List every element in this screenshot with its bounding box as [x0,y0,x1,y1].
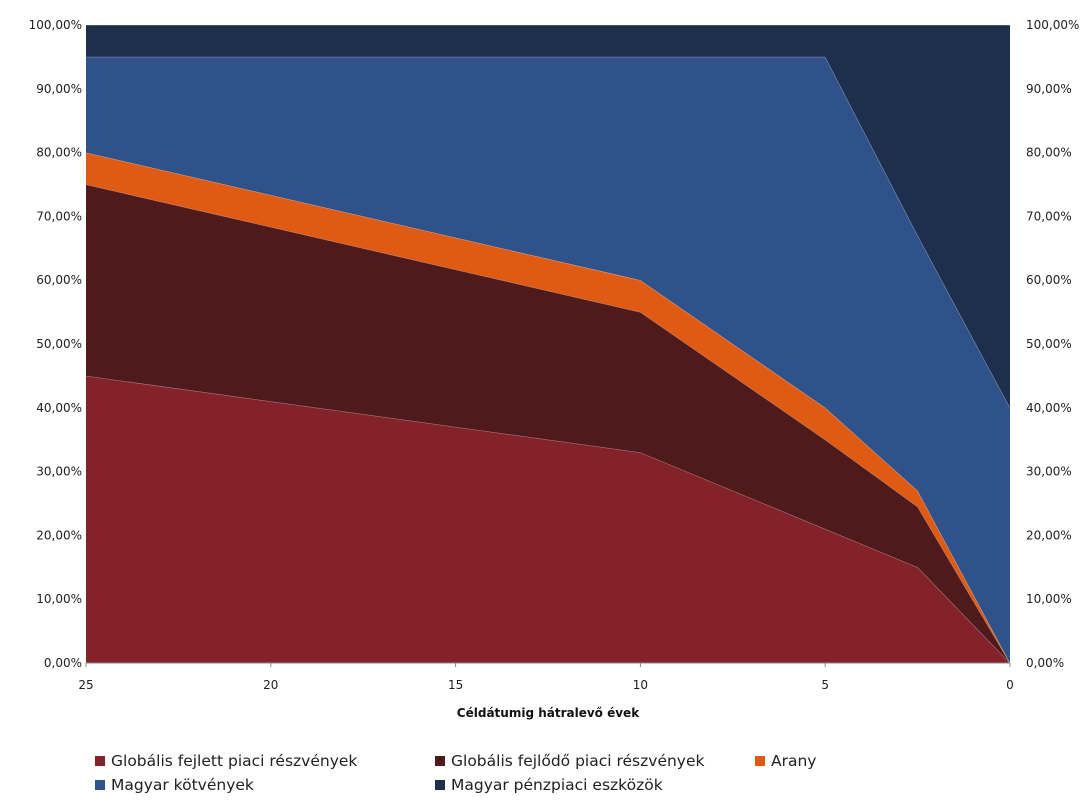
legend-item: Arany [755,752,816,770]
x-tick-label: 25 [78,678,93,692]
x-tick-label: 0 [1006,678,1014,692]
legend-label: Magyar pénzpiaci eszközök [451,776,663,794]
y-tick-label-left: 30,00% [36,465,82,479]
y-tick-label-left: 10,00% [36,592,82,606]
legend-label: Arany [771,752,817,770]
y-tick-label-left: 0,00% [44,656,82,670]
legend-swatch [435,756,445,766]
y-tick-label-right: 50,00% [1026,337,1072,351]
legend-swatch [435,780,445,790]
legend-label: Magyar kötvények [111,776,254,794]
legend-item: Magyar kötvények [95,776,254,794]
y-tick-label-right: 90,00% [1026,82,1072,96]
y-tick-label-left: 20,00% [36,528,82,542]
area-series-5 [86,25,1010,408]
legend-item: Magyar pénzpiaci eszközök [435,776,663,794]
y-tick-label-right: 80,00% [1026,146,1072,160]
y-tick-label-right: 70,00% [1026,209,1072,223]
x-tick-label: 15 [448,678,463,692]
y-tick-label-left: 40,00% [36,401,82,415]
legend-swatch [95,780,105,790]
legend-swatch [95,756,105,766]
y-tick-label-right: 40,00% [1026,401,1072,415]
y-tick-label-right: 20,00% [1026,528,1072,542]
y-tick-label-left: 50,00% [36,337,82,351]
y-tick-label-left: 60,00% [36,273,82,287]
x-tick-label: 5 [821,678,829,692]
area-series-1 [86,375,1010,663]
area-series-4 [86,56,1010,663]
x-tick-label: 10 [633,678,648,692]
y-tick-label-right: 10,00% [1026,592,1072,606]
y-tick-label-right: 30,00% [1026,465,1072,479]
y-tick-label-left: 70,00% [36,209,82,223]
legend-swatch [755,756,765,766]
x-axis-label: Céldátumig hátralevő évek [457,706,640,720]
legend-label: Globális fejlődő piaci részvények [451,752,705,770]
legend-item: Globális fejlődő piaci részvények [435,752,705,770]
y-tick-label-right: 100,00% [1026,18,1079,32]
legend-item: Globális fejlett piaci részvények [95,752,357,770]
legend-label: Globális fejlett piaci részvények [111,752,358,770]
y-tick-label-right: 60,00% [1026,273,1072,287]
x-tick-label: 20 [263,678,278,692]
y-tick-label-left: 100,00% [29,18,82,32]
y-tick-label-left: 80,00% [36,146,82,160]
y-tick-label-right: 0,00% [1026,656,1064,670]
y-tick-label-left: 90,00% [36,82,82,96]
area-series-2 [86,184,1010,663]
